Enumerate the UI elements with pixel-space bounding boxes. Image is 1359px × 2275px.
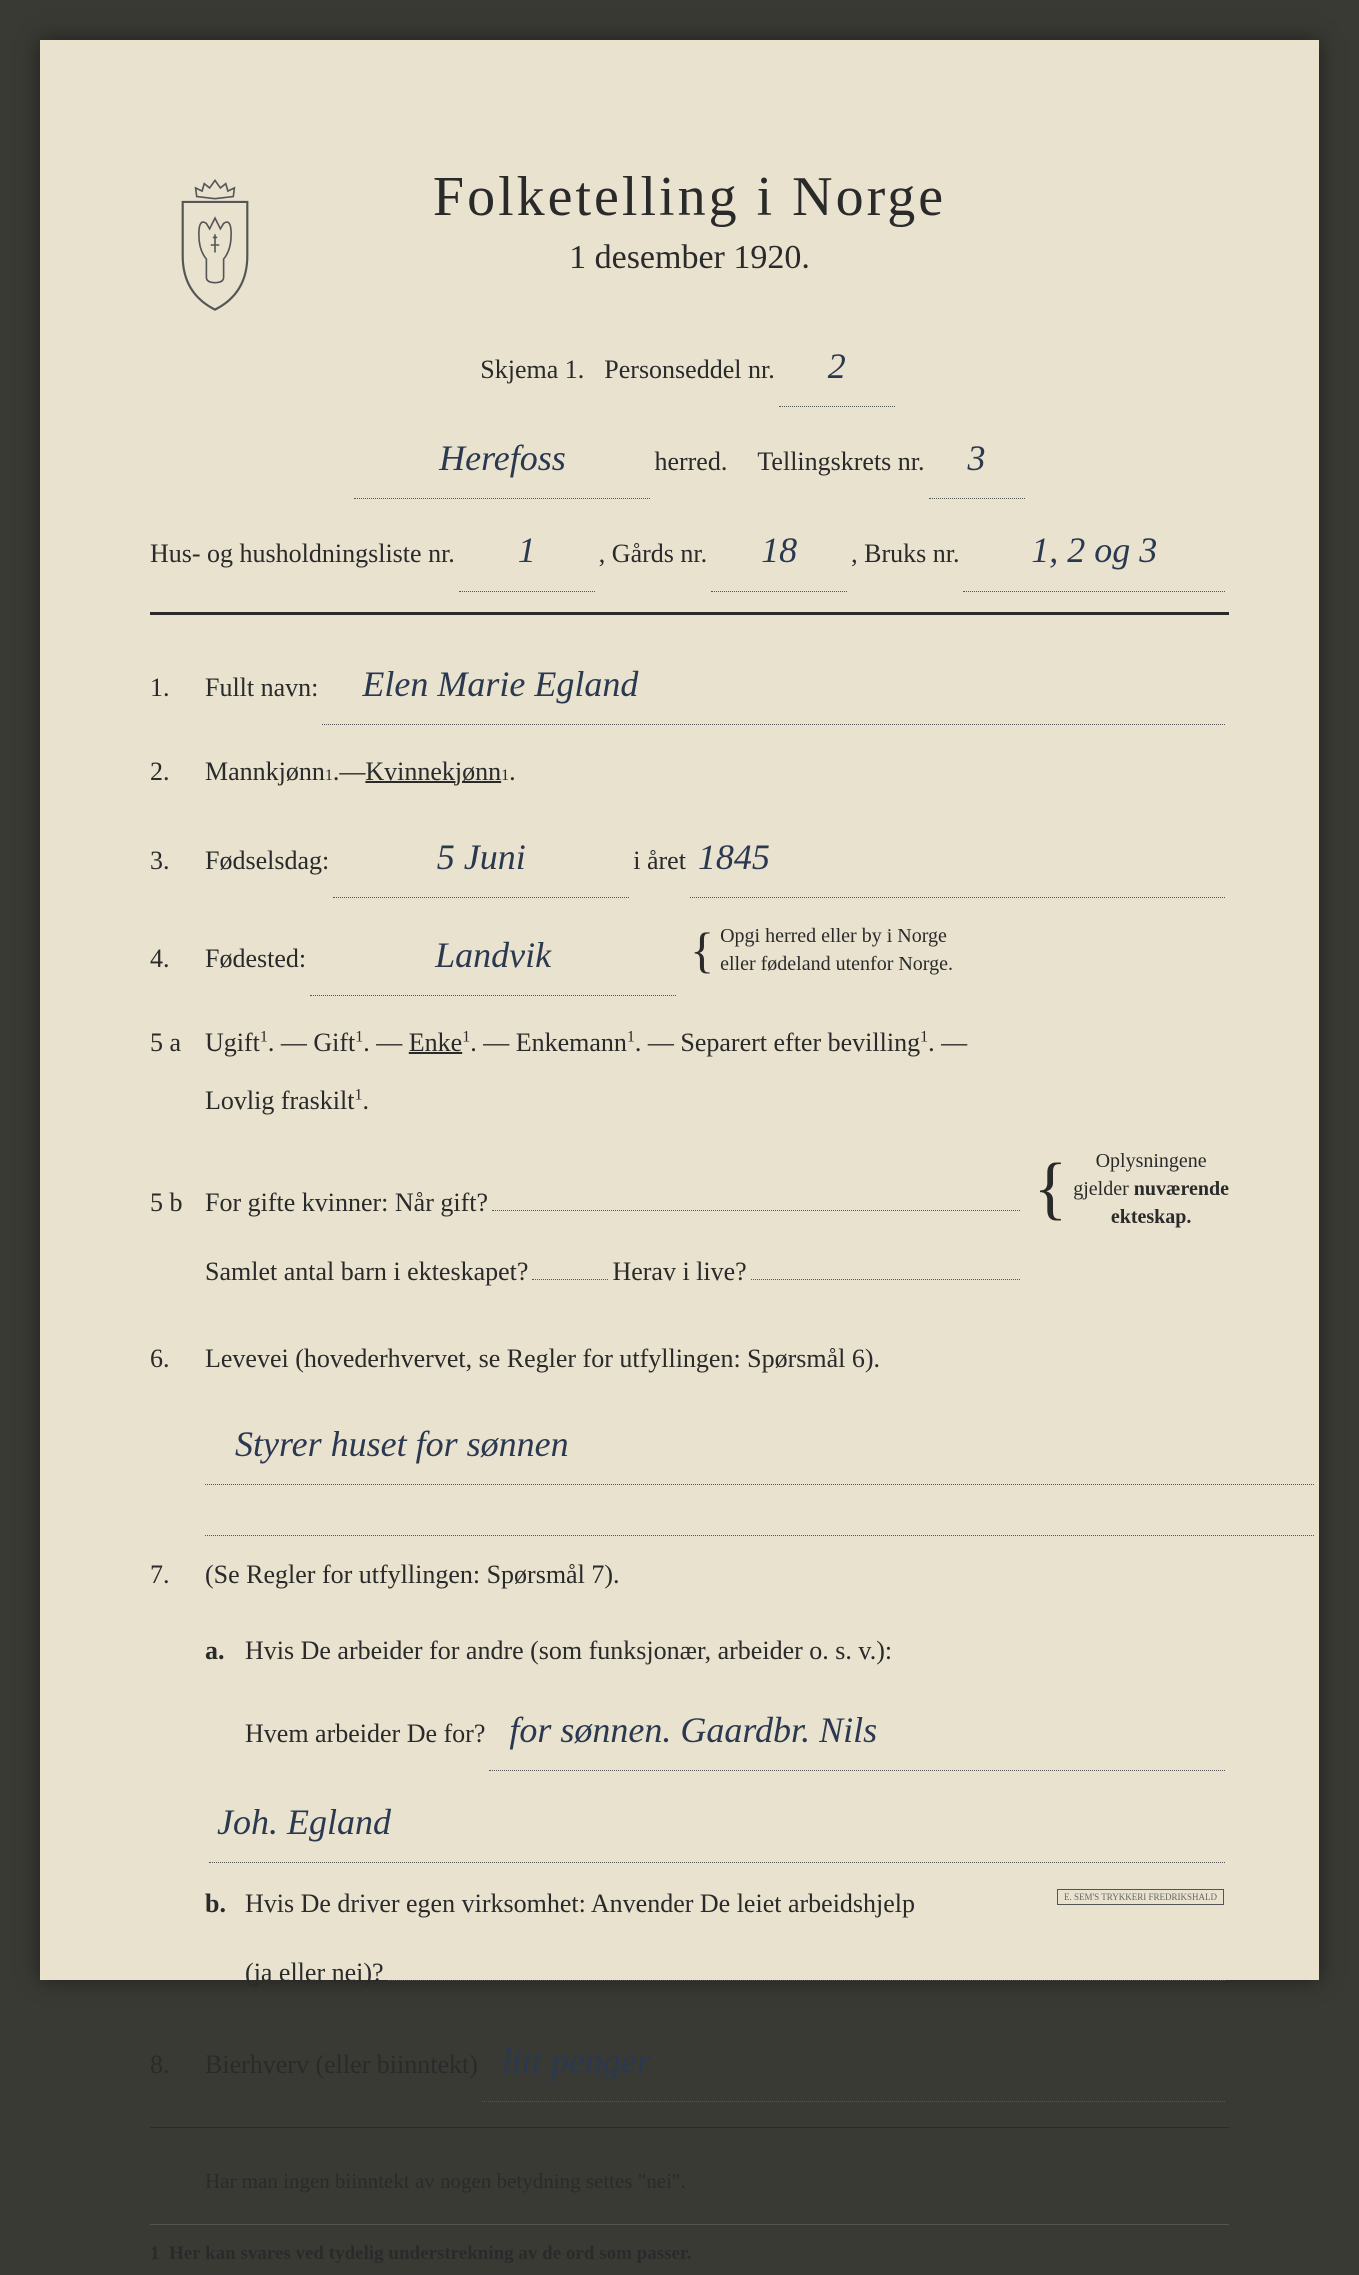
q5b-note-2: gjelder nuværende [1073, 1175, 1229, 1203]
coat-of-arms-icon [160, 175, 270, 315]
q2: 2. Mannkjønn1. — Kvinnekjønn1. [150, 743, 1229, 800]
bruks-nr: 1, 2 og 3 [963, 511, 1225, 591]
q6-num: 6. [150, 1330, 205, 1387]
q5a: 5 a Ugift1. — Gift1. — Enke1. — Enkemann… [150, 1014, 1229, 1128]
census-form-page: Folketelling i Norge 1 desember 1920. Sk… [40, 40, 1319, 1980]
tellingskrets-nr: 3 [929, 419, 1025, 499]
q7a-letter: a. [205, 1622, 245, 1679]
q4-num: 4. [150, 930, 205, 987]
printer-stamp: E. SEM'S TRYKKERI FREDRIKSHALD [1057, 1889, 1224, 1905]
q7-num: 7. [150, 1546, 205, 1603]
q5a-num: 5 a [150, 1014, 205, 1071]
bruks-label: , Bruks nr. [851, 525, 959, 582]
q8: 8. Bierhverv (eller biinntekt) litt peng… [150, 2022, 1229, 2102]
q5b-field3 [751, 1279, 1020, 1280]
q1-value: Elen Marie Egland [322, 645, 1225, 725]
q5b-note: { Oplysningene gjelder nuværende ekteska… [1034, 1147, 1229, 1231]
q8-label: Bierhverv (eller biinntekt) [205, 2036, 478, 2093]
q6-blank [205, 1495, 1314, 1536]
q5a-opt2: Gift [313, 1028, 355, 1057]
q4-value: Landvik [310, 916, 676, 996]
herred-label: herred. [654, 433, 727, 490]
footer-note: Har man ingen biinntekt av nogen betydni… [205, 2158, 1229, 2204]
q4-note-2: eller fødeland utenfor Norge. [720, 950, 953, 978]
row-herred: Herefoss herred. Tellingskrets nr. 3 [150, 419, 1229, 499]
gards-label: , Gårds nr. [599, 525, 707, 582]
herred-value: Herefoss [354, 419, 650, 499]
q7a-line2-label: Hvem arbeider De for? [245, 1705, 485, 1762]
q6: 6. Levevei (hovederhvervet, se Regler fo… [150, 1330, 1229, 1387]
personseddel-nr: 2 [779, 327, 895, 407]
q8-value: litt penger [482, 2022, 1225, 2102]
q5b-num: 5 b [150, 1174, 205, 1231]
q2-opt2: Kvinnekjønn [365, 743, 501, 800]
q3-label: Fødselsdag: [205, 832, 329, 889]
q5b-field1 [492, 1210, 1020, 1211]
q7-label: (Se Regler for utfyllingen: Spørsmål 7). [205, 1546, 619, 1603]
q5b-field2 [532, 1279, 608, 1280]
q7b-line1: Hvis De driver egen virksomhet: Anvender… [245, 1875, 915, 1932]
q1-num: 1. [150, 659, 205, 716]
row-skjema: Skjema 1. Personseddel nr. 2 [150, 327, 1229, 407]
q3-value: 5 Juni [333, 818, 629, 898]
q7b-line2: (ja eller nei)? [245, 1944, 384, 2001]
q7a-value1: for sønnen. Gaardbr. Nils [489, 1691, 1225, 1771]
husliste-label: Hus- og husholdningsliste nr. [150, 525, 455, 582]
q7b-letter: b. [205, 1875, 245, 1932]
divider-heavy [150, 612, 1229, 615]
q3-mid: i året [633, 832, 686, 889]
q4-note-1: Opgi herred eller by i Norge [720, 922, 953, 950]
q4-label: Fødested: [205, 930, 306, 987]
form-header: Folketelling i Norge 1 desember 1920. [150, 165, 1229, 277]
q5b-note-1: Oplysningene [1073, 1147, 1229, 1175]
form-title: Folketelling i Norge [150, 165, 1229, 229]
q2-opt1: Mannkjønn [205, 743, 325, 800]
q2-num: 2. [150, 743, 205, 800]
gards-nr: 18 [711, 511, 847, 591]
q7b-field [388, 1980, 1225, 1981]
q4-note: { Opgi herred eller by i Norge eller fød… [690, 922, 953, 978]
q7a: a. Hvis De arbeider for andre (som funks… [205, 1622, 1229, 1864]
q7: 7. (Se Regler for utfyllingen: Spørsmål … [150, 1546, 1229, 1603]
q3-year: 1845 [690, 818, 1225, 898]
q5a-opt6: Lovlig fraskilt [205, 1086, 354, 1115]
q5b-label2: Samlet antal barn i ekteskapet? [205, 1243, 528, 1300]
q1-label: Fullt navn: [205, 659, 318, 716]
q3-num: 3. [150, 832, 205, 889]
divider-thin [150, 2127, 1229, 2128]
q5a-opt4: Enkemann [516, 1028, 627, 1057]
q8-num: 8. [150, 2036, 205, 2093]
personseddel-label: Personseddel nr. [604, 341, 774, 398]
husliste-nr: 1 [459, 511, 595, 591]
q5b-label3: Herav i live? [612, 1243, 746, 1300]
q5a-opt3: Enke [409, 1028, 462, 1057]
q5a-opt5: Separert efter bevilling [680, 1028, 920, 1057]
q5a-opt1: Ugift [205, 1028, 260, 1057]
q5b-note-3: ekteskap. [1073, 1203, 1229, 1231]
q2-sep: — [339, 743, 365, 800]
q3: 3. Fødselsdag: 5 Juni i året 1845 [150, 818, 1229, 898]
q6-value: Styrer huset for sønnen [205, 1405, 1314, 1485]
tellingskrets-label: Tellingskrets nr. [757, 433, 924, 490]
q7a-value2: Joh. Egland [209, 1783, 1225, 1863]
form-body: Skjema 1. Personseddel nr. 2 Herefoss he… [150, 327, 1229, 2275]
q6-label: Levevei (hovederhvervet, se Regler for u… [205, 1344, 880, 1373]
q4: 4. Fødested: Landvik { Opgi herred eller… [150, 916, 1229, 996]
form-subtitle: 1 desember 1920. [150, 239, 1229, 277]
q1: 1. Fullt navn: Elen Marie Egland [150, 645, 1229, 725]
q5b-label1: For gifte kvinner: Når gift? [205, 1174, 488, 1231]
row-husliste: Hus- og husholdningsliste nr. 1 , Gårds … [150, 511, 1229, 591]
q7a-line1: Hvis De arbeider for andre (som funksjon… [245, 1622, 892, 1679]
footnote: 1 Her kan svares ved tydelig understrekn… [150, 2224, 1229, 2275]
skjema-label: Skjema 1. [480, 341, 584, 398]
q5b: 5 b For gifte kvinner: Når gift? Samlet … [150, 1147, 1229, 1312]
